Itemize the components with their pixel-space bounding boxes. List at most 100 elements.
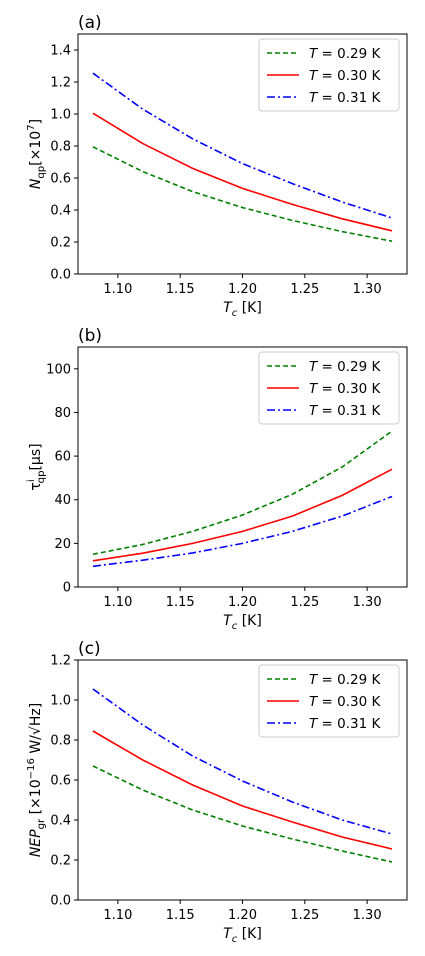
panel-c-xlabel-part: c bbox=[232, 934, 238, 945]
panel-a-xlabel-part: T bbox=[223, 300, 233, 316]
panel-a-ylabel-part: [×10 bbox=[28, 131, 44, 166]
panel-b-legend-entry: T = 0.29 K bbox=[309, 359, 382, 375]
panel-c-series-line-029 bbox=[92, 765, 393, 863]
panel-c-ylabel: NEPgr [×10−16 W/√Hz] bbox=[26, 703, 47, 857]
panel-b-legend-entry: T = 0.31 K bbox=[309, 403, 382, 419]
panel-b-legend-entry: T = 0.30 K bbox=[309, 381, 382, 397]
panel-b-legend-value: 0.31 K bbox=[337, 403, 381, 419]
panel-a-xtick-label: 1.20 bbox=[228, 282, 257, 297]
panel-c-ytick-label: 0.4 bbox=[50, 814, 71, 829]
panel-c-legend-var: T bbox=[309, 716, 319, 732]
panel-b-legend-var: T bbox=[309, 403, 319, 419]
panel-c-series-line-031 bbox=[92, 688, 393, 835]
panel-b-legend: T = 0.29 KT = 0.30 KT = 0.31 K bbox=[258, 351, 400, 425]
panel-c-ytick-label: 0.6 bbox=[50, 774, 71, 789]
panel-a-legend-eq: = bbox=[317, 68, 337, 84]
panel-b-legend-var: T bbox=[309, 381, 319, 397]
panel-a-legend-var: T bbox=[309, 68, 319, 84]
panel-a-legend-var: T bbox=[309, 46, 319, 62]
panel-c-legend-box bbox=[258, 664, 400, 738]
panel-b-ytick-label: 0 bbox=[63, 581, 71, 596]
panel-b-xtick-label: 1.20 bbox=[228, 595, 257, 610]
panel-c-ylabel-part: W/√Hz] bbox=[28, 703, 44, 758]
panel-b-ylabel-part: [μs] bbox=[28, 443, 44, 470]
panel-c-legend-entry: T = 0.29 K bbox=[309, 672, 382, 688]
panel-c-label: (c) bbox=[78, 639, 101, 659]
panel-c-legend-eq: = bbox=[317, 716, 337, 732]
panel-a-ytick-label: 0.8 bbox=[50, 140, 71, 155]
panel-b-ylabel-part: τ bbox=[28, 482, 44, 490]
panel-a-legend-entry: T = 0.31 K bbox=[309, 90, 382, 106]
panel-a-xlabel-part: [K] bbox=[237, 300, 262, 316]
panel-b-legend-eq: = bbox=[317, 381, 337, 397]
panel-c-ylabel-part: NEP bbox=[28, 829, 44, 857]
panel-a-legend-entry: T = 0.30 K bbox=[309, 68, 382, 84]
panel-b-legend-box bbox=[258, 351, 400, 425]
panel-b-xlabel: Tc [K] bbox=[223, 613, 262, 632]
panel-c-xtick-label: 1.10 bbox=[103, 908, 132, 923]
panel-b-ytick-label: 80 bbox=[54, 406, 71, 421]
panel-c-series-line-030 bbox=[92, 730, 393, 850]
panel-a-xtick-label: 1.15 bbox=[166, 282, 195, 297]
panel-c-legend-value: 0.31 K bbox=[337, 716, 381, 732]
panel-c-ytick-label: 0.8 bbox=[50, 734, 71, 749]
panel-a-legend-value: 0.31 K bbox=[337, 90, 381, 106]
panel-a-ytick-label: 0.2 bbox=[50, 236, 71, 251]
panel-a-legend-var: T bbox=[309, 90, 319, 106]
panel-c-xlabel: Tc [K] bbox=[223, 926, 262, 945]
panel-b-legend-eq: = bbox=[317, 359, 337, 375]
panel-a-ytick-label: 1.2 bbox=[50, 76, 71, 91]
panel-a-ytick-label: 1.4 bbox=[50, 44, 71, 59]
panel-c-ylabel-part: [×10 bbox=[28, 779, 44, 818]
panel-a-xtick-label: 1.25 bbox=[290, 282, 319, 297]
panel-b-ytick-label: 20 bbox=[54, 537, 71, 552]
panel-c-ytick-label: 0.2 bbox=[50, 854, 71, 869]
panel-c-legend-var: T bbox=[309, 672, 319, 688]
panel-c-legend-var: T bbox=[309, 694, 319, 710]
panel-b-legend-eq: = bbox=[317, 403, 337, 419]
panel-a-xtick-label: 1.10 bbox=[103, 282, 132, 297]
panel-a-xlabel: Tc [K] bbox=[223, 300, 262, 319]
panel-a-series-line-030 bbox=[92, 112, 393, 232]
panel-b-xtick-label: 1.25 bbox=[290, 595, 319, 610]
panel-b-ylabel-part: i bbox=[26, 479, 37, 482]
panel-a-legend-entry: T = 0.29 K bbox=[309, 46, 382, 62]
panel-c-xlabel-part: [K] bbox=[237, 926, 262, 942]
panel-a-ylabel: Nqp[×107] bbox=[26, 119, 47, 189]
panel-a-ylabel-part: qp bbox=[36, 166, 47, 179]
panel-c-xtick-label: 1.20 bbox=[228, 908, 257, 923]
panel-c-legend-entry: T = 0.30 K bbox=[309, 694, 382, 710]
panel-b-xlabel-part: T bbox=[223, 613, 233, 629]
panel-c-legend: T = 0.29 KT = 0.30 KT = 0.31 K bbox=[258, 664, 400, 738]
panel-b-legend-value: 0.30 K bbox=[337, 381, 381, 397]
panel-a-legend-eq: = bbox=[317, 90, 337, 106]
panel-a-ytick-label: 0.0 bbox=[50, 268, 71, 283]
panel-a-xtick-label: 1.30 bbox=[353, 282, 382, 297]
panel-b-label: (b) bbox=[78, 326, 102, 346]
panel-c-xtick-label: 1.25 bbox=[290, 908, 319, 923]
panel-a-ylabel-part: ] bbox=[28, 119, 44, 124]
panel-a-ytick-label: 0.6 bbox=[50, 172, 71, 187]
panel-a-legend-box bbox=[258, 38, 400, 112]
panel-a-label: (a) bbox=[78, 13, 102, 33]
panel-a-xlabel-part: c bbox=[232, 308, 238, 319]
panel-c: (c) 1.10 1.15 1.20 1.25 1.30 0.0 0.2 0.4 0.6 0.8 1.… bbox=[26, 639, 408, 945]
panel-b-series-line-030 bbox=[92, 468, 393, 562]
panel-b-ytick-label: 100 bbox=[46, 362, 71, 377]
panel-a: (a) 1.10 1.15 1.20 1.25 1.30 0.0 0.2 0.4 0.6 0.8 1.… bbox=[26, 13, 408, 319]
panel-c-legend-eq: = bbox=[317, 694, 337, 710]
panel-b-ytick-label: 40 bbox=[54, 493, 71, 508]
panel-c-ytick-label: 0.0 bbox=[50, 894, 71, 909]
panel-b-xtick-label: 1.10 bbox=[103, 595, 132, 610]
panel-c-legend-value: 0.30 K bbox=[337, 694, 381, 710]
panel-b-legend-value: 0.29 K bbox=[337, 359, 381, 375]
panel-c-legend-entry: T = 0.31 K bbox=[309, 716, 382, 732]
panel-a-series-line-029 bbox=[92, 146, 393, 242]
panel-b-series-line-031 bbox=[92, 495, 393, 568]
panel-b-xlabel-part: [K] bbox=[237, 613, 262, 629]
panel-b-ytick-label: 60 bbox=[54, 450, 71, 465]
panel-b-legend-var: T bbox=[309, 359, 319, 375]
panel-b-series-line-029 bbox=[92, 430, 393, 556]
panel-b-xlabel-part: c bbox=[232, 621, 238, 632]
